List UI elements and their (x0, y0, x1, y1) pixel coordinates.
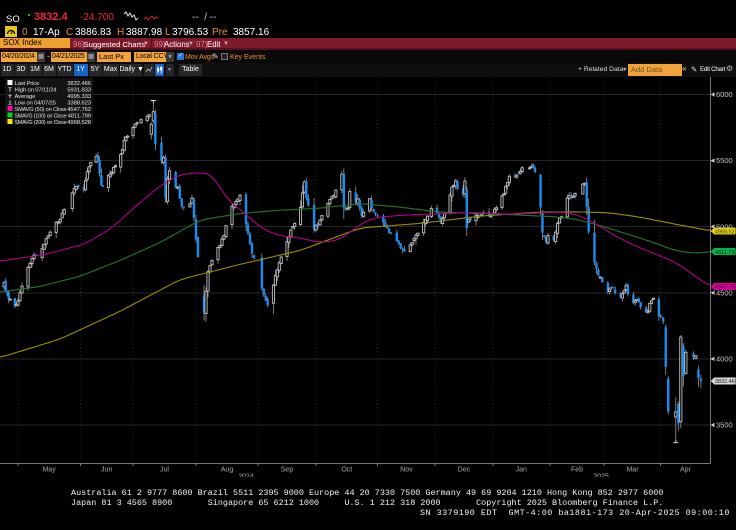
svg-text:4500: 4500 (716, 288, 733, 297)
svg-text:5931.833: 5931.833 (67, 88, 92, 94)
svg-text:4811.799: 4811.799 (68, 114, 91, 120)
svg-text:Jun: Jun (101, 467, 112, 474)
svg-text:Mar: Mar (626, 467, 639, 474)
svg-text:Last Price: Last Price (15, 81, 41, 87)
svg-text:Feb: Feb (571, 467, 583, 474)
svg-text:2024: 2024 (238, 474, 254, 478)
svg-text:4995.333: 4995.333 (67, 94, 92, 100)
svg-text:Jul: Jul (160, 467, 169, 474)
svg-text:3832.466: 3832.466 (67, 81, 92, 87)
svg-text:SMAVG (50) on Close: SMAVG (50) on Close (15, 107, 68, 113)
svg-text:SMAVG (100) on Close: SMAVG (100) on Close (15, 114, 68, 120)
svg-text:3500: 3500 (716, 421, 733, 430)
svg-text:4811.799: 4811.799 (715, 250, 736, 256)
svg-text:Low on 04/07/25: Low on 04/07/25 (15, 101, 57, 107)
svg-text:3388.623: 3388.623 (67, 101, 92, 107)
svg-text:Oct: Oct (341, 467, 352, 474)
svg-text:4000: 4000 (716, 355, 733, 364)
svg-text:Jan: Jan (516, 467, 527, 474)
svg-text:Apr: Apr (680, 467, 692, 474)
svg-text:High on 07/11/24: High on 07/11/24 (15, 88, 58, 94)
svg-text:4547.762: 4547.762 (67, 107, 91, 113)
svg-text:SMAVG (200) on Close: SMAVG (200) on Close (15, 120, 68, 126)
svg-text:4968.528: 4968.528 (715, 229, 736, 235)
svg-text:May: May (42, 467, 56, 474)
svg-text:2025: 2025 (593, 474, 609, 478)
svg-text:Nov: Nov (400, 467, 413, 474)
svg-text:5500: 5500 (716, 156, 733, 165)
svg-text:Sep: Sep (281, 467, 294, 474)
svg-text:Dec: Dec (458, 467, 471, 474)
svg-text:Aug: Aug (221, 467, 234, 474)
svg-text:Average: Average (15, 94, 37, 100)
svg-text:4547.762: 4547.762 (715, 285, 736, 291)
svg-text:3832.466: 3832.466 (715, 379, 736, 385)
svg-text:6000: 6000 (716, 90, 733, 99)
svg-text:4968.528: 4968.528 (67, 120, 92, 126)
svg-text:5000: 5000 (716, 222, 733, 231)
